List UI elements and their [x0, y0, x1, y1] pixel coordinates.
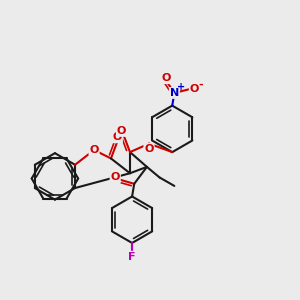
Text: O: O	[110, 172, 120, 182]
Text: -: -	[198, 80, 203, 89]
Text: O: O	[144, 144, 154, 154]
Text: O: O	[112, 132, 122, 142]
Text: O: O	[161, 73, 171, 83]
Text: N: N	[170, 88, 179, 98]
Text: F: F	[128, 252, 136, 262]
Text: O: O	[190, 84, 199, 94]
Text: O: O	[89, 145, 99, 155]
Text: +: +	[177, 82, 185, 92]
Text: O: O	[117, 126, 126, 136]
